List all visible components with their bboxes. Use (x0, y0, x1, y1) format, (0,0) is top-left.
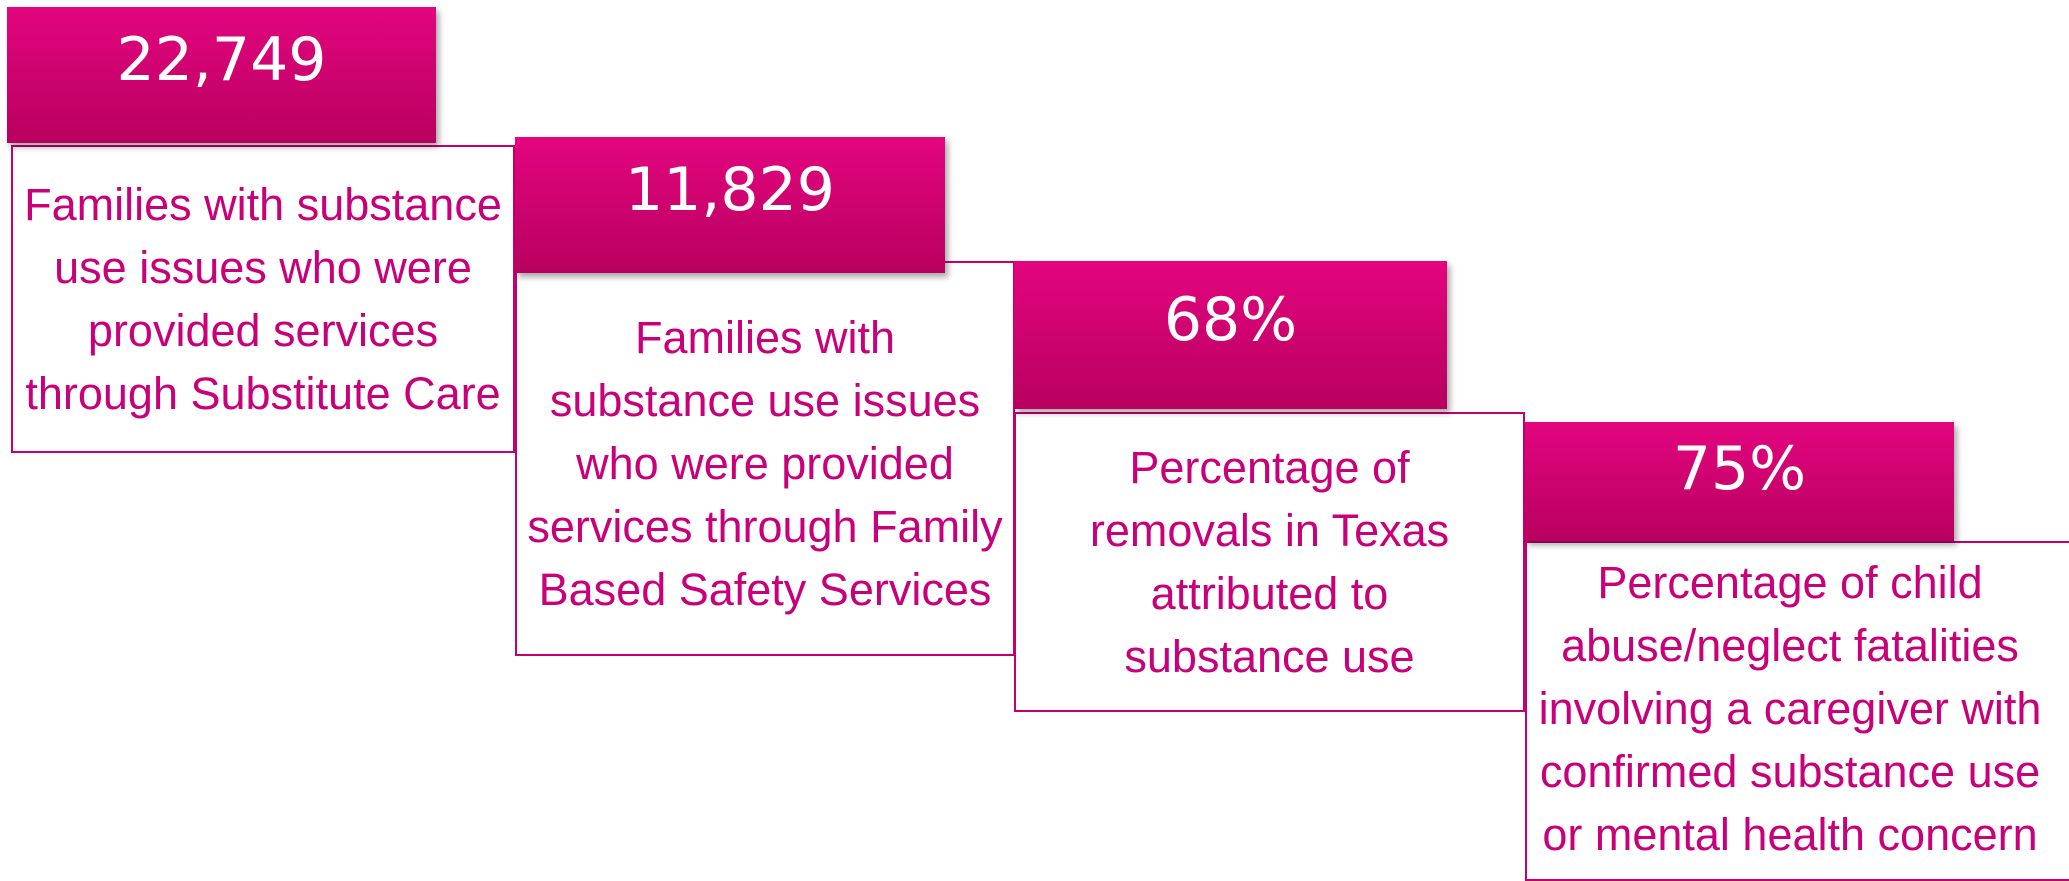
card-description: Families with substance use issues who w… (11, 145, 515, 453)
card-value: 68% (1014, 261, 1447, 409)
card-value: 22,749 (7, 7, 436, 143)
card-description: Percentage of removals in Texas attribut… (1014, 412, 1525, 712)
card-value: 11,829 (515, 137, 945, 273)
card-description: Percentage of child abuse/neglect fatali… (1525, 541, 2069, 881)
card-description: Families with substance use issues who w… (515, 261, 1015, 656)
card-value: 75% (1525, 422, 1954, 541)
